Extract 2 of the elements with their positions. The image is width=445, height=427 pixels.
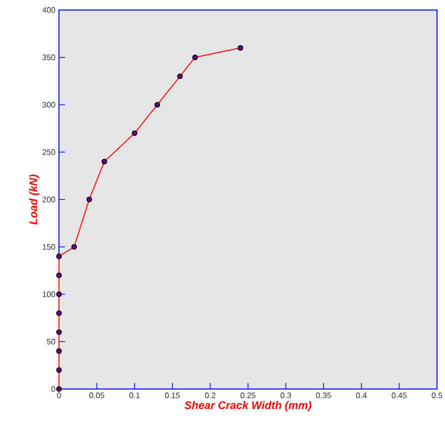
x-axis-title: Shear Crack Width (mm) — [184, 401, 312, 412]
y-axis-title: Load (kN) — [29, 174, 40, 225]
